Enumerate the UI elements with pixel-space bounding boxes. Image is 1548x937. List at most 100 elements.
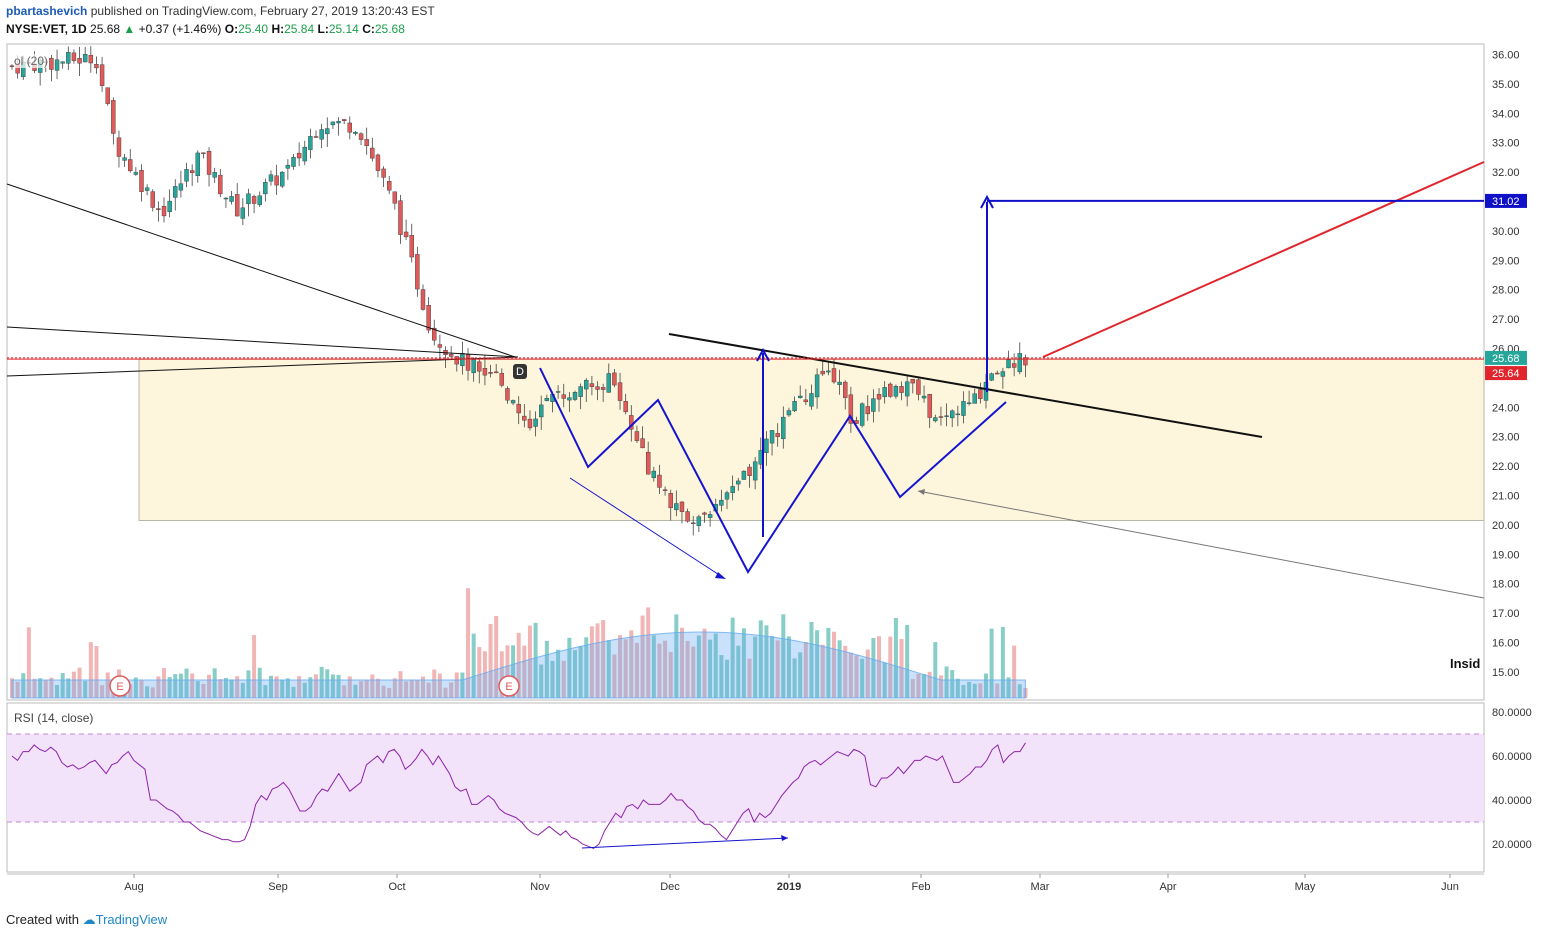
volume-indicator-label[interactable]: ol (20) [14,54,49,68]
price-tick-label: 17.00 [1492,608,1520,620]
volume-bar [663,640,668,698]
volume-bar [854,655,859,698]
candle [201,152,206,155]
candle [184,169,189,182]
high-label: H: [271,22,285,36]
volume-bar [713,633,718,698]
candle [189,170,195,174]
volume-bar [612,654,617,698]
time-tick-label: Nov [530,881,550,893]
volume-bar [860,658,865,698]
candle [341,119,347,122]
candle [798,395,803,398]
candle [933,417,938,422]
volume-bar [167,677,172,698]
volume-bar [758,620,763,698]
candle [657,474,662,488]
candle [966,402,972,405]
volume-bar [285,678,290,698]
candle [212,172,217,178]
candle [229,196,234,202]
candle [364,139,369,147]
volume-bar [325,669,330,698]
earnings-marker-label: E [505,681,512,693]
volume-bar [989,628,994,698]
candle [111,100,116,134]
volume-bar [871,637,876,698]
volume-bar [764,625,769,698]
volume-bar [297,676,302,698]
candle [218,175,223,195]
candle [49,57,54,70]
candle [606,373,611,393]
candle [268,174,274,182]
volume-bar [49,677,54,698]
candle [426,305,431,331]
candle [454,356,459,365]
volume-bar [223,677,228,698]
time-tick-label: Jun [1441,881,1459,893]
earnings-marker-icon [109,675,131,697]
volume-bar [409,679,414,698]
volume-bar [623,639,628,698]
volume-bar [983,673,988,698]
volume-bar [319,666,324,698]
measured-move-arrowhead [756,347,770,362]
author-name[interactable]: pbartashevich [6,4,88,18]
volume-bar [741,628,746,698]
volume-bar [882,662,887,698]
volume-bar [257,667,262,698]
candle [916,379,921,395]
candle [921,395,927,399]
volume-bar [336,674,341,698]
candle [792,401,797,412]
tradingview-brand[interactable]: TradingView [95,912,168,927]
earnings-marker-label: E [116,681,123,693]
tradingview-logo-icon[interactable]: ☁ [82,912,96,927]
volume-bar [330,674,335,698]
price-tick-label: 36.00 [1492,50,1520,62]
volume-bar [606,640,611,698]
candle [741,470,747,480]
volume-bar [820,644,825,698]
symbol-label[interactable]: NYSE:VET, 1D [6,22,87,36]
candle [831,368,837,383]
candle [781,416,786,440]
rsi-indicator-label[interactable]: RSI (14, close) [14,711,94,725]
volume-bar [21,673,26,698]
volume-bar [640,615,645,698]
candle [522,415,527,421]
candle [60,61,65,64]
candle [527,418,533,429]
volume-bar [178,673,183,698]
volume-bar [1000,626,1005,698]
candle [139,169,144,192]
volume-bar [516,632,521,698]
volume-bar [240,682,245,698]
time-tick-label: Oct [388,881,405,893]
volume-bar [584,637,589,698]
candle [477,361,482,372]
candle [82,54,88,63]
candle [555,391,561,393]
candle [752,461,758,481]
candle [944,415,949,417]
earnings-marker-icon [498,675,520,697]
candle [904,381,910,397]
volume-bar [725,659,730,698]
candle [437,344,443,348]
candle [707,514,713,518]
candle [634,431,640,441]
volume-bar [71,671,76,698]
candle [617,382,623,401]
volume-bar [533,622,538,698]
candle [398,200,403,235]
candle [296,152,302,159]
candle [893,385,899,397]
resistance-price-label: 25.64 [1492,368,1520,380]
volume-bar [657,643,662,698]
price-tick-label: 24.00 [1492,402,1520,414]
volume-bar [268,675,273,698]
volume-bar [94,646,99,698]
